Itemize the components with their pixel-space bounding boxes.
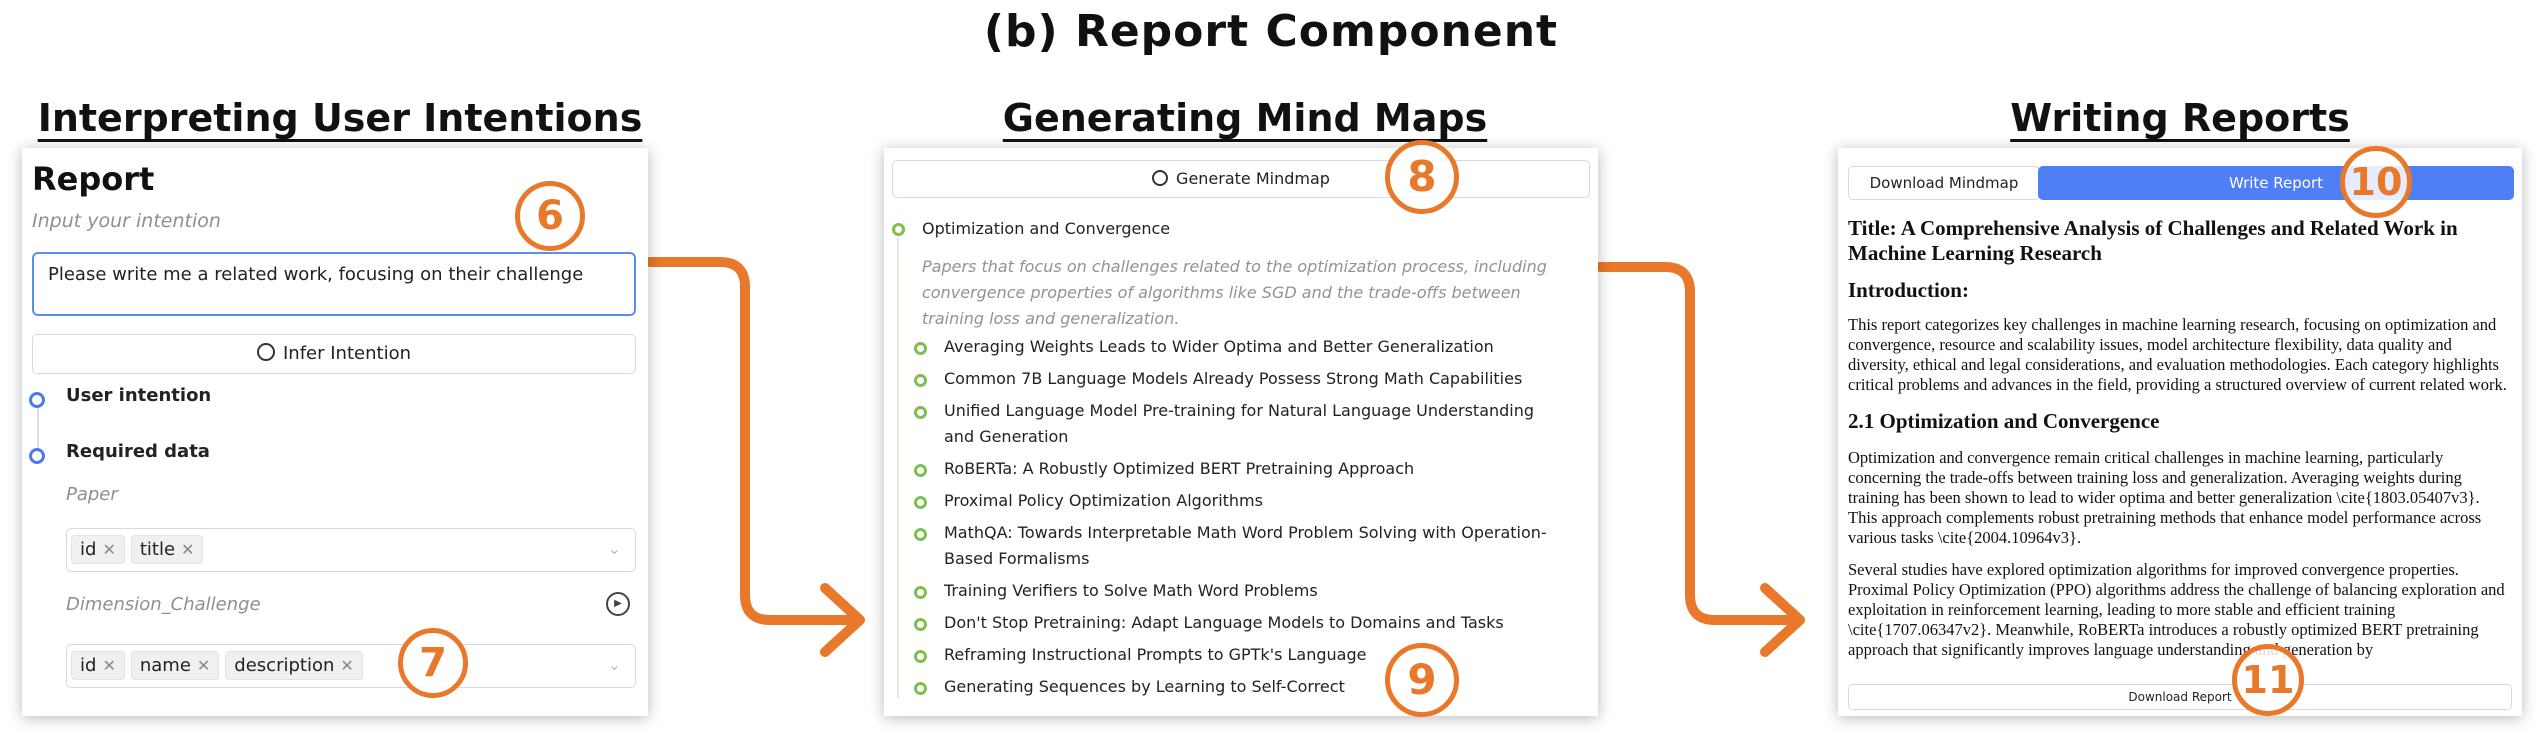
tag-id[interactable]: id ✕	[71, 535, 125, 564]
mindmap-item-label: MathQA: Towards Interpretable Math Word …	[944, 523, 1547, 568]
arrow-2-to-3-head	[1760, 583, 1805, 657]
item-node-dot	[914, 464, 927, 477]
tag-remove-icon: ✕	[102, 540, 116, 559]
item-node-dot	[914, 496, 927, 509]
item-node-dot	[914, 342, 927, 355]
mindmap-description: Papers that focus on challenges related …	[922, 257, 1547, 328]
tag-title[interactable]: title ✕	[130, 535, 204, 564]
infer-intention-button[interactable]: Infer Intention	[32, 334, 636, 374]
generate-mindmap-label: Generate Mindmap	[1176, 169, 1330, 188]
root-node-dot	[892, 223, 905, 236]
download-mindmap-button[interactable]: Download Mindmap	[1848, 166, 2040, 200]
item-node-dot	[914, 650, 927, 663]
tag-remove-icon: ✕	[340, 656, 354, 675]
report-heading: Report	[32, 160, 155, 198]
generate-mindmap-button[interactable]: Generate Mindmap	[892, 160, 1590, 198]
marker-6: 6	[515, 181, 585, 251]
mindmap-item-label: Proximal Policy Optimization Algorithms	[944, 491, 1263, 510]
timeline-dot	[29, 392, 45, 408]
intro-heading: Introduction:	[1848, 278, 1969, 302]
chevron-down-icon[interactable]: ⌄	[607, 655, 621, 674]
openai-icon	[257, 343, 275, 361]
download-report-button[interactable]: Download Report	[1848, 684, 2512, 710]
section-title-mindmaps: Generating Mind Maps	[1002, 96, 1488, 140]
report-body: Title: A Comprehensive Analysis of Chall…	[1848, 216, 2508, 676]
paper-select[interactable]: id ✕ title ✕ ⌄	[66, 528, 636, 572]
infer-intention-label: Infer Intention	[283, 343, 411, 364]
dimension-select[interactable]: id ✕ name ✕ description ✕ ⌄	[66, 644, 636, 688]
marker-9: 9	[1385, 643, 1459, 717]
mindmap-item-label: Reframing Instructional Prompts to GPTk'…	[944, 645, 1367, 664]
timeline-required-data[interactable]: Required data	[66, 441, 210, 462]
tree-line	[897, 238, 899, 698]
openai-icon	[1152, 170, 1169, 186]
marker-10: 10	[2340, 146, 2412, 218]
tag-remove-icon: ✕	[181, 540, 195, 559]
marker-7: 7	[398, 628, 468, 698]
mindmap-item-label: Generating Sequences by Learning to Self…	[944, 677, 1345, 696]
tag-name[interactable]: name ✕	[130, 651, 220, 680]
mindmap-item-label: Common 7B Language Models Already Posses…	[944, 369, 1523, 388]
report-title: Title: A Comprehensive Analysis of Chall…	[1848, 216, 2458, 265]
mindmap-item-label: Averaging Weights Leads to Wider Optima …	[944, 337, 1494, 356]
section-title-interpreting: Interpreting User Intentions	[37, 96, 643, 140]
arrow-2-to-3	[1595, 262, 1795, 625]
tag-id[interactable]: id ✕	[71, 651, 125, 680]
write-report-button[interactable]: Write Report	[2038, 166, 2514, 200]
tag-remove-icon: ✕	[196, 656, 211, 675]
mindmap-item-label: RoBERTa: A Robustly Optimized BERT Pretr…	[944, 459, 1415, 478]
marker-11: 11	[2232, 644, 2304, 716]
item-node-dot	[914, 586, 927, 599]
mindmap-item-label: Training Verifiers to Solve Math Word Pr…	[944, 581, 1318, 600]
tag-remove-icon: ✕	[102, 656, 116, 675]
mindmap-panel: Generate Mindmap Optimization and Conver…	[884, 148, 1598, 716]
chevron-down-icon[interactable]: ⌄	[607, 539, 621, 558]
section-title-writing: Writing Reports	[2010, 96, 2350, 140]
item-node-dot	[914, 682, 927, 695]
item-node-dot	[914, 374, 927, 387]
marker-8: 8	[1385, 140, 1459, 214]
arrow-1-to-2	[645, 257, 855, 625]
item-node-dot	[914, 618, 927, 631]
intention-input[interactable]: Please write me a related work, focusing…	[32, 252, 636, 316]
timeline-line	[37, 398, 39, 448]
mindmap-root[interactable]: Optimization and Convergence	[922, 219, 1171, 238]
main-title: (b) Report Component	[983, 6, 1559, 57]
intention-hint: Input your intention	[32, 210, 221, 232]
item-node-dot	[914, 406, 927, 419]
arrow-1-to-2-head	[820, 583, 865, 657]
section-paragraph-1: Optimization and convergence remain crit…	[1848, 448, 2482, 547]
tag-description[interactable]: description ✕	[225, 651, 363, 680]
play-circle-icon[interactable]: ▶	[606, 592, 630, 616]
report-panel: Download Mindmap Write Report Title: A C…	[1838, 148, 2522, 716]
timeline-dot	[29, 448, 45, 464]
mindmap-item-label: Don't Stop Pretraining: Adapt Language M…	[944, 613, 1504, 632]
paper-label: Paper	[66, 484, 118, 505]
section-paragraph-2: Several studies have explored optimizati…	[1848, 560, 2505, 659]
intro-paragraph: This report categorizes key challenges i…	[1848, 315, 2507, 394]
item-node-dot	[914, 528, 927, 541]
dimension-label: Dimension_Challenge	[66, 594, 261, 615]
timeline-user-intention[interactable]: User intention	[66, 385, 212, 406]
section-heading: 2.1 Optimization and Convergence	[1848, 409, 2160, 433]
mindmap-item-label: Unified Language Model Pre-training for …	[944, 401, 1535, 446]
